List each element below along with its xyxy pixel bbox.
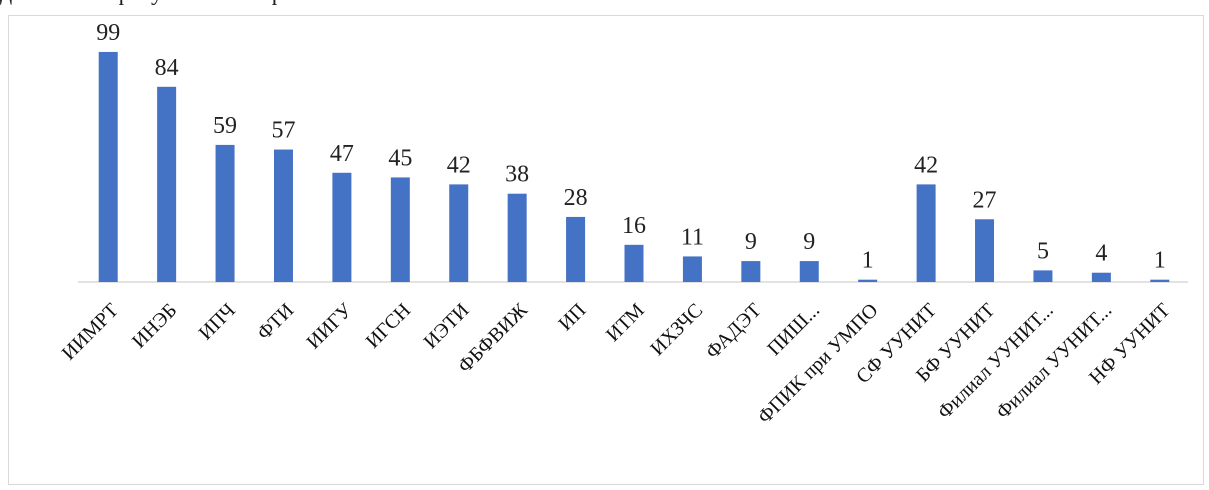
category-label-4: ФТИ [253, 299, 298, 344]
value-label-16: 27 [973, 187, 997, 213]
value-label-1: 99 [96, 20, 120, 46]
bar-1 [98, 51, 118, 282]
bar-18 [1091, 272, 1111, 282]
bar-10 [624, 244, 644, 282]
category-label-9: ИП [554, 299, 590, 335]
value-label-17: 5 [1037, 238, 1049, 264]
bar-7 [449, 184, 469, 282]
value-label-7: 42 [447, 152, 471, 178]
bar-5 [332, 172, 352, 282]
value-label-8: 38 [505, 162, 529, 188]
category-label-11: ИХЗЧС [646, 299, 707, 360]
bar-14 [858, 279, 878, 282]
value-label-18: 4 [1095, 241, 1107, 267]
value-label-19: 1 [1154, 248, 1166, 274]
category-label-6: ИГСН [362, 299, 415, 352]
value-label-15: 42 [914, 152, 938, 178]
chart-frame [8, 15, 1204, 485]
category-label-10: ИТМ [602, 299, 649, 346]
value-label-9: 28 [564, 185, 588, 211]
bar-15 [916, 184, 936, 282]
value-label-6: 45 [388, 145, 412, 171]
category-label-5: ИИГУ [303, 299, 358, 354]
value-label-10: 16 [622, 213, 646, 239]
category-label-3: ИПЧ [195, 299, 240, 344]
bar-11 [682, 256, 702, 282]
value-label-3: 59 [213, 113, 237, 139]
partial-caption: данных по факультетам и филиалам [0, 0, 369, 8]
bar-17 [1033, 270, 1053, 282]
category-label-12: ФАДЭТ [702, 299, 766, 363]
bar-19 [1150, 279, 1170, 282]
bar-4 [273, 149, 293, 282]
bar-6 [390, 177, 410, 282]
value-label-12: 9 [745, 229, 757, 255]
bar-9 [566, 216, 586, 282]
value-label-14: 1 [862, 248, 874, 274]
bar-3 [215, 144, 235, 282]
bar-2 [157, 86, 177, 282]
bars-group [98, 51, 1170, 282]
value-label-2: 84 [155, 55, 179, 81]
category-label-1: ИИМРТ [58, 299, 123, 364]
category-label-2: ИНЭБ [128, 299, 181, 352]
value-label-11: 11 [681, 224, 704, 250]
bar-12 [741, 261, 761, 282]
value-label-4: 57 [271, 118, 295, 144]
bar-16 [975, 219, 995, 282]
bar-8 [507, 193, 527, 282]
value-label-13: 9 [803, 229, 815, 255]
category-label-7: ИЭТИ [420, 299, 474, 353]
value-label-5: 47 [330, 141, 354, 167]
bar-13 [799, 261, 819, 282]
